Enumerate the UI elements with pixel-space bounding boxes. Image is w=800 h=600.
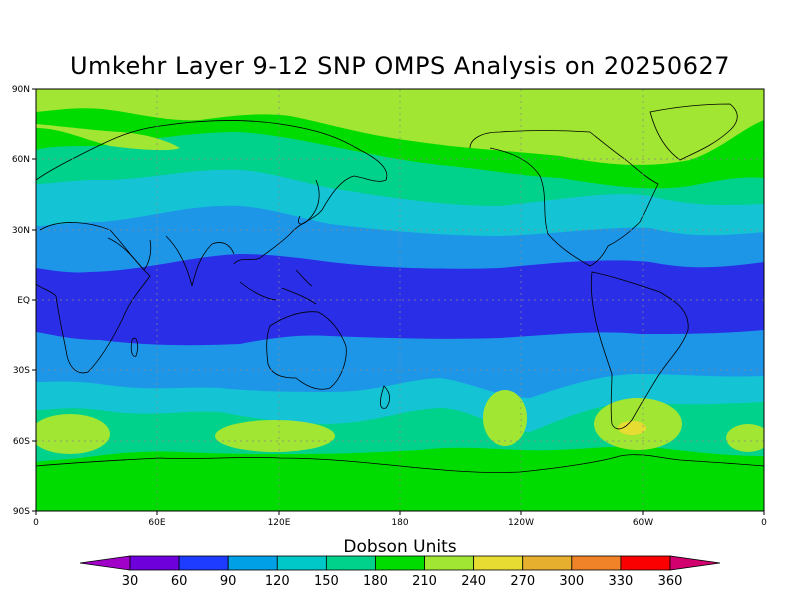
coast-antarctica bbox=[36, 454, 764, 473]
band-240-patch bbox=[483, 390, 527, 446]
lat-label: 60S bbox=[13, 437, 30, 447]
coast-greenland bbox=[649, 103, 738, 161]
band-240-patch bbox=[726, 424, 764, 452]
colorbar-swatch bbox=[227, 555, 278, 571]
colorbar-label: 90 bbox=[220, 574, 237, 589]
colorbar-max-arrow bbox=[669, 555, 721, 571]
colorbar-swatch bbox=[522, 555, 573, 571]
lon-label: 120E bbox=[268, 518, 291, 528]
map-title: Umkehr Layer 9-12 SNP OMPS Analysis on 2… bbox=[69, 52, 730, 80]
colorbar-title: Dobson Units bbox=[343, 537, 457, 557]
lon-label: 0 bbox=[761, 518, 767, 528]
coast-eurasia bbox=[36, 120, 388, 265]
coast-north-america bbox=[469, 130, 659, 267]
colorbar-swatch bbox=[375, 555, 425, 571]
coast-arabia bbox=[107, 237, 152, 271]
colorbar-label: 60 bbox=[171, 574, 188, 589]
colorbar-label: 270 bbox=[510, 574, 535, 589]
band-240-patch bbox=[36, 414, 110, 454]
lat-label: 30N bbox=[12, 226, 30, 236]
lon-label: 180 bbox=[391, 518, 408, 528]
colorbar-label: 360 bbox=[658, 574, 683, 589]
colorbar-swatch bbox=[571, 555, 622, 571]
coast-japan bbox=[298, 179, 320, 225]
colorbar-label: 120 bbox=[265, 574, 290, 589]
lon-labels: 0 60E 120E 180 120W 60W 0 bbox=[33, 518, 767, 528]
coast-new-zealand bbox=[380, 385, 390, 409]
band-240-north-patch bbox=[36, 124, 180, 151]
colorbar-label: 180 bbox=[363, 574, 388, 589]
colorbar-label: 210 bbox=[412, 574, 437, 589]
colorbar-swatch bbox=[424, 555, 475, 571]
coastlines bbox=[36, 103, 764, 473]
coast-africa bbox=[36, 222, 151, 374]
colorbar-label: 300 bbox=[559, 574, 584, 589]
lon-label: 60W bbox=[633, 518, 653, 528]
lon-label: 0 bbox=[33, 518, 39, 528]
lat-labels: 90N 60N 30N EQ 30S 60S 90S bbox=[12, 85, 30, 517]
coast-indonesia bbox=[239, 269, 317, 305]
colorbar-min-arrow bbox=[79, 555, 131, 571]
colorbar-swatch bbox=[129, 555, 180, 571]
colorbar-swatch bbox=[178, 555, 229, 571]
colorbar-label: 30 bbox=[122, 574, 139, 589]
colorbar-label: 330 bbox=[608, 574, 633, 589]
colorbar-swatch bbox=[620, 555, 671, 571]
colorbar-label: 150 bbox=[314, 574, 339, 589]
band-270-patch bbox=[618, 421, 646, 435]
gridlines bbox=[36, 89, 764, 511]
lat-label: EQ bbox=[17, 296, 30, 306]
lat-label: 90N bbox=[12, 85, 30, 95]
axis-ticks bbox=[32, 88, 765, 515]
coast-madagascar bbox=[130, 337, 139, 357]
lon-label: 60E bbox=[148, 518, 165, 528]
lat-label: 30S bbox=[13, 366, 30, 376]
lat-label: 60N bbox=[12, 155, 30, 165]
colorbar-swatch bbox=[473, 555, 524, 571]
colorbar: 30 60 90 120 150 180 210 240 270 300 330 360 bbox=[79, 555, 721, 589]
coast-south-america bbox=[590, 271, 689, 430]
lon-label: 120W bbox=[508, 518, 534, 528]
colorbar-swatch bbox=[325, 555, 376, 571]
colorbar-swatch bbox=[276, 555, 327, 571]
coast-australia bbox=[266, 311, 347, 390]
coast-india bbox=[165, 235, 235, 287]
band-240-patch bbox=[215, 420, 335, 452]
colorbar-label: 240 bbox=[461, 574, 486, 589]
lat-label: 90S bbox=[13, 507, 30, 517]
band-210-south bbox=[36, 446, 764, 511]
